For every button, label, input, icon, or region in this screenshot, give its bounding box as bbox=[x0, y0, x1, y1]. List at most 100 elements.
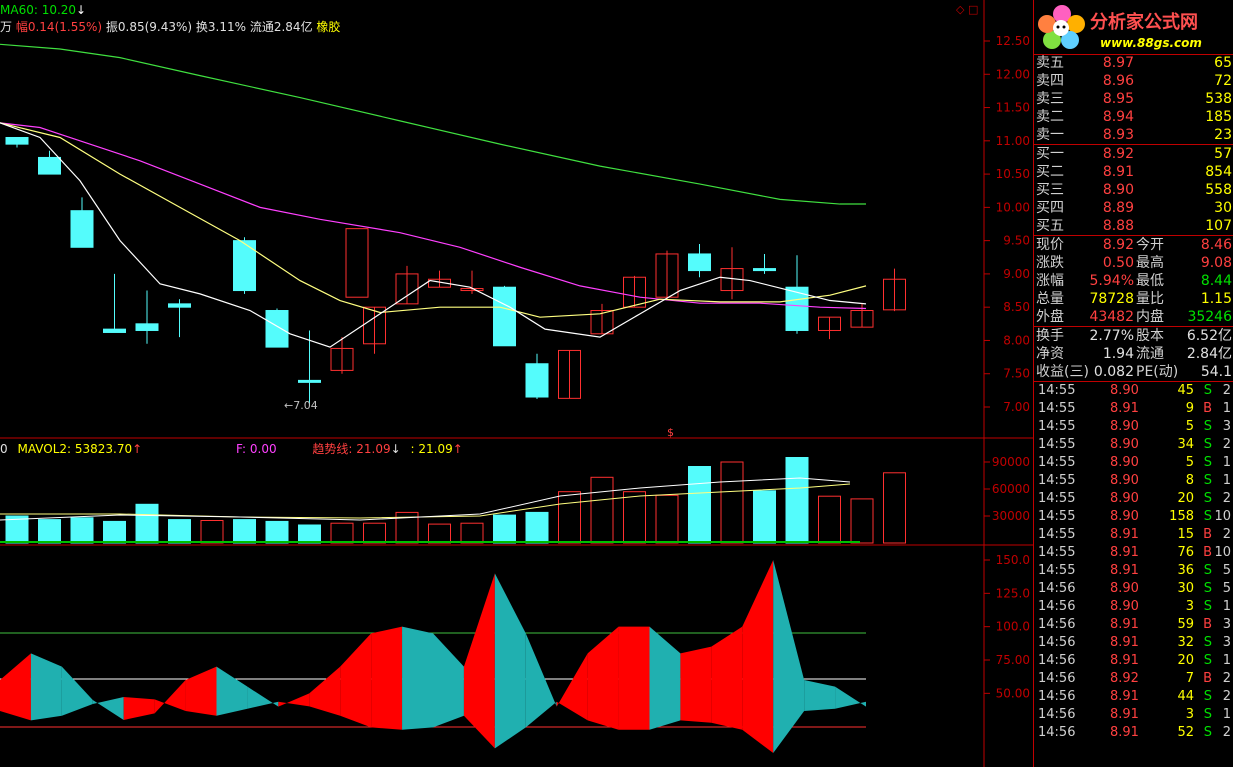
row-price: 8.92 bbox=[1102, 146, 1134, 162]
label-1: 换手 bbox=[1036, 328, 1064, 344]
mavol2-line bbox=[0, 477, 851, 521]
tick-count: 1 bbox=[1222, 455, 1231, 470]
summary-change: 幅0.14(1.55%) bbox=[15, 20, 103, 34]
volume-header: 0 MAVOL2: 53823.70↑ F: 0.00 趋势线: 21.09↓ … bbox=[0, 440, 463, 457]
tick-time: 14:55 bbox=[1038, 419, 1076, 434]
sell-level-3[interactable]: 卖三 8.95 538 bbox=[1034, 90, 1233, 108]
price-tick-label: 12.00 bbox=[996, 67, 1030, 81]
row-price: 8.91 bbox=[1102, 164, 1134, 180]
row-price: 8.93 bbox=[1102, 127, 1134, 143]
osc-tick-label: 150.0 bbox=[996, 553, 1030, 567]
value-2: 2.84亿 bbox=[1186, 346, 1232, 362]
label-2: PE(动) bbox=[1136, 364, 1179, 380]
buy-level-2[interactable]: 买二 8.91 854 bbox=[1034, 163, 1233, 181]
sell-level-5[interactable]: 卖五 8.97 65 bbox=[1034, 54, 1233, 72]
buy-level-5[interactable]: 买五 8.88 107 bbox=[1034, 217, 1233, 235]
buy-level-3[interactable]: 买三 8.90 558 bbox=[1034, 181, 1233, 199]
tick-volume: 9 bbox=[1185, 401, 1194, 416]
tick-side: S bbox=[1203, 563, 1212, 578]
ma60-line bbox=[0, 43, 866, 205]
value-2: 8.44 bbox=[1200, 273, 1232, 289]
osc-band bbox=[804, 680, 836, 712]
row-volume: 185 bbox=[1205, 109, 1232, 125]
tick-price: 8.91 bbox=[1110, 707, 1139, 722]
sell-level-2[interactable]: 卖二 8.94 185 bbox=[1034, 108, 1233, 126]
diamond-icon[interactable]: ◇ bbox=[956, 3, 965, 16]
chart-canvas[interactable]: 12.50 12.00 11.50 11.00 10.50 10.00 9.50 9.00 8.… bbox=[0, 0, 1033, 767]
price-tick-label: 7.00 bbox=[1003, 400, 1030, 414]
site-logo[interactable]: 分析家公式网 www.88gs.com bbox=[1034, 0, 1233, 55]
volume-tick-label: 90000 bbox=[992, 455, 1030, 469]
tick-price: 8.91 bbox=[1110, 401, 1139, 416]
volume-bar bbox=[850, 498, 874, 544]
square-icon[interactable]: □ bbox=[967, 3, 979, 16]
trend-label: 趋势线: 21.09 bbox=[312, 442, 391, 456]
summary-sector[interactable]: 橡胶 bbox=[316, 20, 341, 34]
tick-count: 1 bbox=[1222, 707, 1231, 722]
tick-time: 14:56 bbox=[1038, 653, 1076, 668]
chart-area[interactable]: 12.50 12.00 11.50 11.00 10.50 10.00 9.50 9.00 8.… bbox=[0, 0, 1033, 767]
volume-bar bbox=[525, 511, 549, 544]
panel-separator bbox=[1034, 54, 1233, 55]
tick-time: 14:56 bbox=[1038, 707, 1076, 722]
volume-bars bbox=[0, 457, 906, 544]
candle bbox=[753, 268, 776, 272]
row-label: 买一 bbox=[1036, 146, 1064, 162]
tick-time: 14:55 bbox=[1038, 455, 1076, 470]
quote-row: 现价 8.92 今开 8.46 bbox=[1034, 236, 1233, 254]
value-2: 8.46 bbox=[1200, 237, 1232, 253]
tick-price: 8.90 bbox=[1110, 581, 1139, 596]
tick-price: 8.90 bbox=[1110, 437, 1139, 452]
tick-price: 8.91 bbox=[1110, 617, 1139, 632]
candle bbox=[168, 303, 191, 308]
tick-row: 14:56 8.91 59 B 3 bbox=[1034, 616, 1233, 634]
sell-level-4[interactable]: 卖四 8.96 72 bbox=[1034, 72, 1233, 90]
candle bbox=[345, 228, 369, 298]
sell-level-1[interactable]: 卖一 8.93 23 bbox=[1034, 126, 1233, 144]
tick-side: S bbox=[1203, 707, 1212, 722]
quote-row: 涨跌 0.50 最高 9.08 bbox=[1034, 254, 1233, 272]
volume-tick-label: 30000 bbox=[992, 509, 1030, 523]
tick-time: 14:56 bbox=[1038, 689, 1076, 704]
row-label: 买四 bbox=[1036, 200, 1064, 216]
row-label: 卖三 bbox=[1036, 91, 1064, 107]
ma20-line bbox=[0, 122, 867, 310]
row-label: 买三 bbox=[1036, 182, 1064, 198]
panel-separator bbox=[1034, 326, 1233, 327]
volume-bar bbox=[558, 491, 581, 544]
tick-row: 14:55 8.91 36 S 5 bbox=[1034, 562, 1233, 580]
label-1: 外盘 bbox=[1036, 309, 1064, 325]
tick-volume: 36 bbox=[1177, 563, 1194, 578]
tick-row: 14:55 8.90 34 S 2 bbox=[1034, 436, 1233, 454]
tick-count: 2 bbox=[1222, 671, 1231, 686]
tick-volume: 3 bbox=[1185, 599, 1194, 614]
volume-bar bbox=[363, 522, 386, 544]
row-volume: 23 bbox=[1214, 127, 1232, 143]
value-1: 0.50 bbox=[1102, 255, 1134, 271]
osc-band bbox=[123, 697, 155, 720]
buy-level-4[interactable]: 买四 8.89 30 bbox=[1034, 199, 1233, 217]
osc-band bbox=[247, 686, 279, 709]
candle bbox=[785, 286, 809, 331]
tick-volume: 76 bbox=[1177, 545, 1194, 560]
candle bbox=[428, 278, 451, 288]
row-price: 8.95 bbox=[1102, 91, 1134, 107]
tick-volume: 5 bbox=[1185, 455, 1194, 470]
tick-time: 14:55 bbox=[1038, 401, 1076, 416]
tick-volume: 52 bbox=[1177, 725, 1194, 740]
row-price: 8.89 bbox=[1102, 200, 1134, 216]
label-2: 内盘 bbox=[1136, 309, 1164, 325]
candle bbox=[5, 136, 29, 145]
volume-bar bbox=[428, 523, 451, 544]
moving-averages bbox=[0, 43, 867, 348]
tick-count: 10 bbox=[1214, 509, 1231, 524]
candle bbox=[330, 347, 354, 371]
candle bbox=[135, 323, 159, 331]
tick-row: 14:56 8.91 52 S 2 bbox=[1034, 724, 1233, 742]
tick-side: S bbox=[1203, 635, 1212, 650]
buy-level-1[interactable]: 买一 8.92 57 bbox=[1034, 145, 1233, 163]
tick-count: 2 bbox=[1222, 437, 1231, 452]
osc-band bbox=[618, 626, 650, 730]
osc-band bbox=[309, 666, 341, 716]
tick-side: S bbox=[1203, 689, 1212, 704]
